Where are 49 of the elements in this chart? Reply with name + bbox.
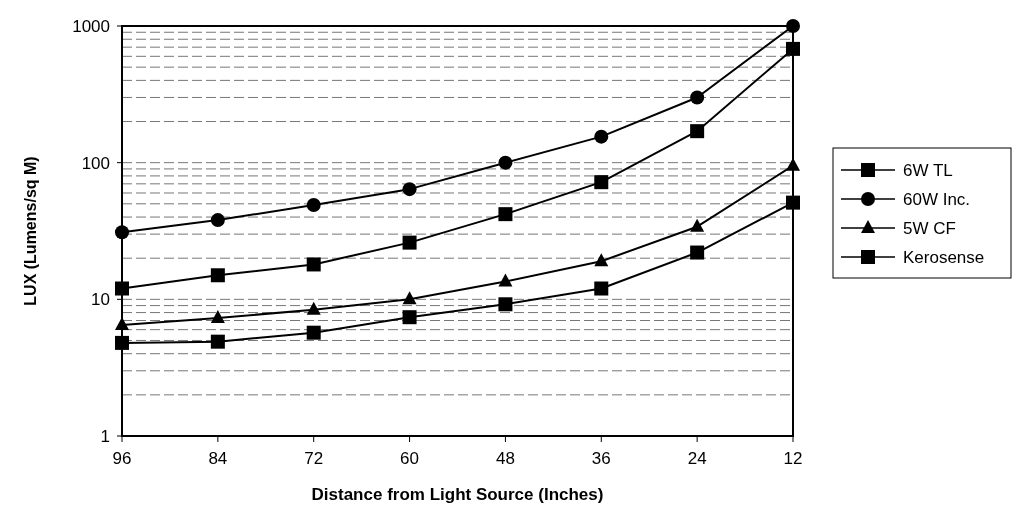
legend-label: 60W Inc.	[903, 189, 971, 209]
point	[115, 281, 129, 296]
point	[210, 334, 225, 349]
y-tick-label: 1	[100, 426, 110, 446]
point	[498, 273, 513, 287]
y-tick-label: 100	[81, 153, 110, 173]
x-tick-label: 72	[304, 449, 324, 468]
point	[210, 268, 225, 283]
x-tick-label: 84	[208, 449, 228, 468]
point	[115, 225, 129, 240]
point	[498, 155, 513, 170]
point	[306, 325, 321, 340]
point	[786, 19, 800, 33]
point	[786, 157, 800, 171]
point	[402, 182, 417, 197]
x-tick-label: 36	[591, 449, 611, 468]
y-axis-title: LUX (Lumens/sq M)	[22, 156, 39, 306]
point	[402, 291, 417, 305]
legend-label: 5W CF	[903, 218, 956, 238]
point	[210, 213, 225, 228]
point	[690, 90, 705, 105]
x-tick-label: 48	[495, 449, 515, 468]
point	[306, 301, 321, 315]
x-tick-label: 60	[400, 449, 420, 468]
point	[402, 235, 417, 250]
point	[498, 207, 513, 222]
point	[786, 41, 800, 56]
x-tick-label: 12	[783, 449, 803, 468]
x-tick-label: 24	[687, 449, 707, 468]
y-tick-label: 1000	[72, 16, 110, 36]
point	[594, 253, 609, 267]
point	[594, 129, 609, 144]
point	[306, 198, 321, 213]
x-tick-label: 96	[112, 449, 132, 468]
point	[594, 175, 609, 190]
point	[306, 257, 321, 272]
point	[690, 245, 705, 260]
point	[498, 297, 513, 312]
y-tick-label: 10	[91, 290, 110, 310]
legend-label: 6W TL	[903, 160, 953, 180]
point	[786, 195, 800, 210]
point	[594, 281, 609, 296]
point	[115, 335, 129, 350]
point	[402, 310, 417, 325]
point	[690, 124, 705, 139]
point	[210, 310, 225, 324]
x-axis-title: Distance from Light Source (Inches)	[311, 485, 604, 504]
point	[690, 218, 705, 232]
legend-label: Kerosense	[903, 247, 985, 267]
